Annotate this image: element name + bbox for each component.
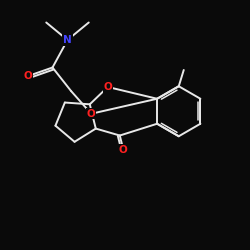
Text: O: O <box>87 109 96 119</box>
Text: N: N <box>63 35 72 45</box>
Text: O: O <box>104 82 112 92</box>
Text: O: O <box>119 144 128 154</box>
Text: O: O <box>23 71 32 81</box>
